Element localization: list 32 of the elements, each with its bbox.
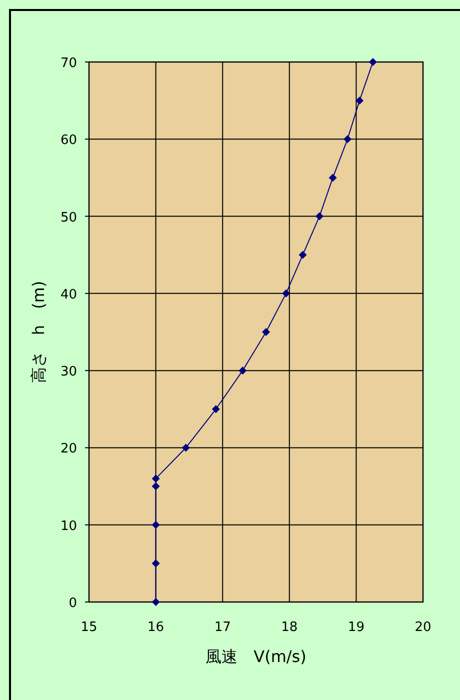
point [298,250,307,259]
y-tick-label: 60 [60,133,77,148]
x-tick-label: 16 [148,620,164,635]
point [368,58,377,66]
point [315,212,324,220]
x-tick-label: 18 [281,620,298,635]
point [152,598,160,606]
y-tick-label: 70 [60,56,77,71]
y-tick-label: 40 [60,287,77,302]
point [238,366,247,375]
y-tick-label: 20 [60,442,77,457]
x-tick-label: 19 [348,620,364,635]
x-axis-title: 風速 V(m/s) [206,647,306,666]
x-tick-label: 20 [414,620,432,635]
x-tick-label: 17 [214,620,231,635]
point [356,96,364,105]
y-tick-label: 0 [68,596,77,611]
y-tick-label: 10 [60,518,77,534]
point [282,289,290,298]
x-tick-label: 15 [80,620,98,635]
y-axis-title: 高さ h (m) [29,280,48,384]
point [212,405,220,414]
point [344,135,352,144]
point [152,520,160,529]
point [262,328,270,336]
point [152,474,160,483]
y-tick-label: 50 [60,210,77,226]
point [152,482,160,490]
y-tick-label: 30 [60,364,77,380]
point [182,444,190,452]
point [152,559,160,568]
point [328,174,337,182]
